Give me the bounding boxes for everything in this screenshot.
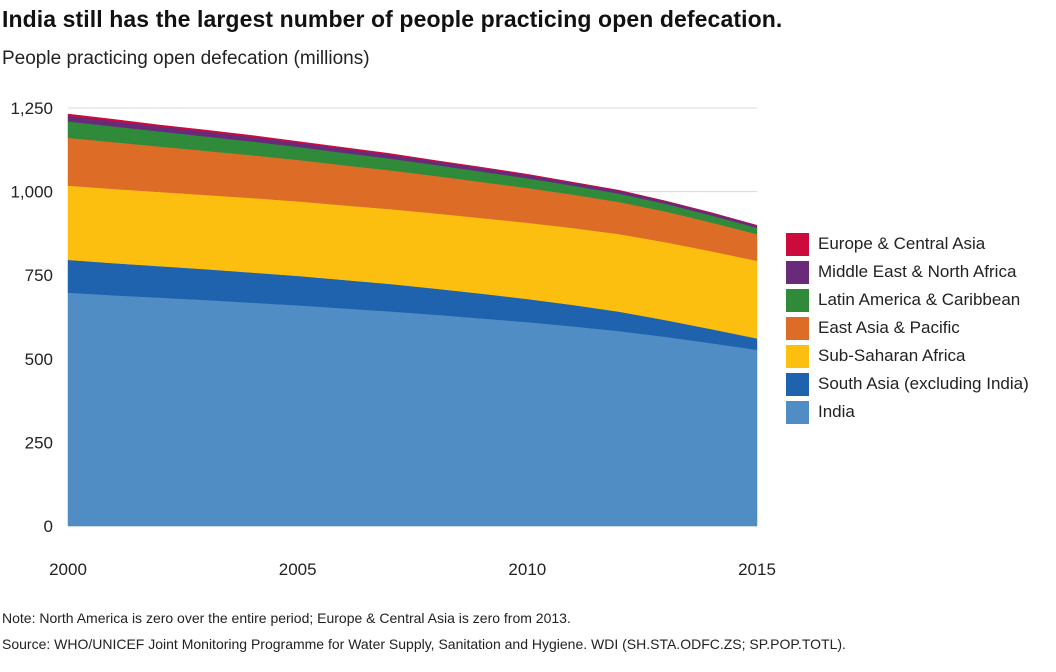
area-europe-and-central-asia bbox=[67, 113, 758, 226]
legend-item-east-asia-and-pacific: East Asia & Pacific bbox=[786, 314, 1029, 342]
legend-item-south-asia-excluding-india: South Asia (excluding India) bbox=[786, 370, 1029, 398]
stacked-areas bbox=[67, 113, 758, 527]
chart-source: Source: WHO/UNICEF Joint Monitoring Prog… bbox=[2, 636, 846, 652]
x-tick-label: 2000 bbox=[49, 560, 87, 579]
y-tick-label: 1,000 bbox=[10, 183, 53, 202]
legend-item-europe-and-central-asia: Europe & Central Asia bbox=[786, 230, 1029, 258]
y-tick-label: 750 bbox=[25, 266, 53, 285]
y-tick-label: 250 bbox=[25, 433, 53, 452]
legend-item-sub-saharan-africa: Sub-Saharan Africa bbox=[786, 342, 1029, 370]
x-axis-ticks: 2000 2005 2010 2015 bbox=[49, 560, 776, 579]
legend-swatch bbox=[786, 372, 809, 396]
y-axis-ticks: 0 250 500 750 1,000 1,250 bbox=[10, 99, 53, 536]
legend-label: Europe & Central Asia bbox=[818, 234, 986, 253]
legend-swatch bbox=[786, 344, 809, 368]
chart-title: India still has the largest number of pe… bbox=[2, 6, 783, 32]
x-tick-label: 2010 bbox=[508, 560, 546, 579]
y-tick-label: 0 bbox=[44, 517, 53, 536]
legend-swatch bbox=[786, 232, 809, 256]
legend-label: East Asia & Pacific bbox=[818, 318, 960, 337]
legend-label: Latin America & Caribbean bbox=[818, 290, 1021, 309]
y-tick-label: 1,250 bbox=[10, 99, 53, 118]
legend-swatch bbox=[786, 316, 809, 340]
y-tick-label: 500 bbox=[25, 350, 53, 369]
legend-item-india: India bbox=[786, 398, 1029, 426]
legend-item-middle-east-and-north-africa: Middle East & North Africa bbox=[786, 258, 1029, 286]
legend-item-latin-america-and-caribbean: Latin America & Caribbean bbox=[786, 286, 1029, 314]
legend-label: India bbox=[818, 402, 855, 421]
chart-note: Note: North America is zero over the ent… bbox=[2, 610, 571, 626]
x-tick-label: 2005 bbox=[279, 560, 317, 579]
legend-swatch bbox=[786, 400, 809, 424]
legend-label: Middle East & North Africa bbox=[818, 262, 1017, 281]
legend-label: South Asia (excluding India) bbox=[818, 374, 1029, 393]
legend-swatch bbox=[786, 288, 809, 312]
legend-label: Sub-Saharan Africa bbox=[818, 346, 966, 365]
legend: Europe & Central Asia Middle East & North… bbox=[786, 230, 1029, 426]
legend-swatch bbox=[786, 260, 809, 284]
x-tick-label: 2015 bbox=[738, 560, 776, 579]
chart-subtitle: People practicing open defecation (milli… bbox=[2, 48, 370, 69]
